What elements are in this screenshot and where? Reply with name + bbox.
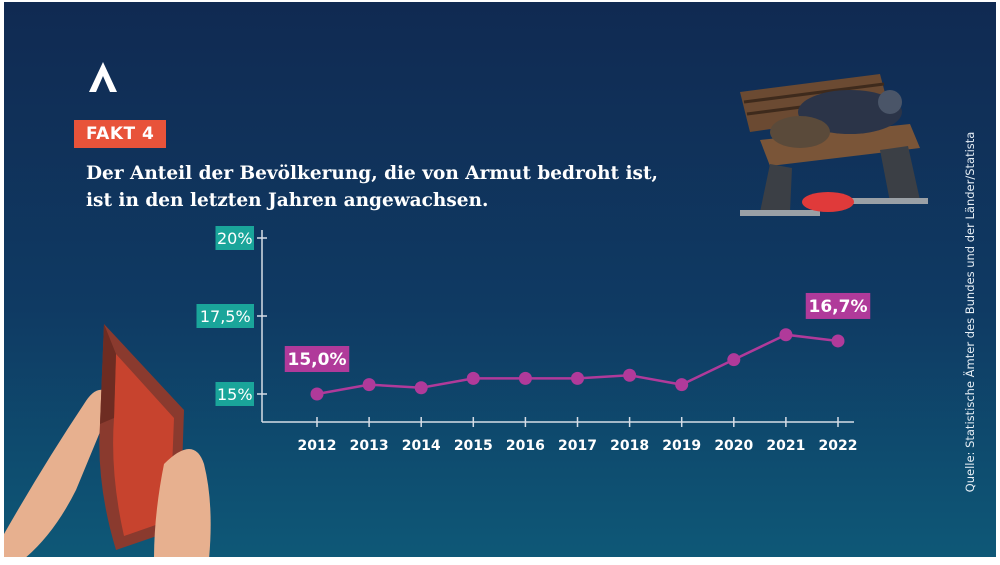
infographic-panel: FAKT 4 Der Anteil der Bevölkerung, die v… (4, 2, 996, 557)
data-point (571, 371, 584, 385)
x-tick-label: 2021 (766, 438, 805, 454)
data-point (362, 378, 376, 392)
data-label: 16,7% (809, 297, 868, 317)
y-tick-label-box (215, 226, 254, 250)
x-tick-label: 2015 (454, 438, 493, 454)
data-label-box (284, 346, 350, 372)
data-point (623, 368, 637, 382)
x-tick-label: 2013 (350, 438, 389, 454)
x-tick-label: 2012 (298, 438, 337, 454)
homeless-bench-illustration (740, 74, 928, 216)
fact-badge: FAKT 4 (74, 120, 167, 148)
y-tick-label: 20% (217, 229, 253, 248)
empty-wallet-illustration (4, 324, 211, 557)
data-point (831, 334, 845, 348)
x-tick-label: 2019 (662, 438, 701, 454)
x-tick-label: 2020 (714, 438, 753, 454)
y-tick-label: 15% (217, 385, 253, 404)
source-note: Quelle: Statistische Ämter des Bundes un… (963, 131, 977, 493)
x-tick-label: 2017 (558, 438, 597, 454)
data-point (518, 371, 532, 385)
poverty-line-chart: 20% 17,5% 15% 2012 2013 2014 2015 2016 2017 2018 2… (196, 226, 871, 454)
data-point (675, 378, 689, 392)
data-label-box (805, 292, 871, 319)
data-point (727, 353, 741, 367)
x-tick-label: 2016 (506, 438, 545, 454)
data-point (779, 328, 793, 342)
headline: Der Anteil der Bevölkerung, die von Armu… (86, 160, 706, 214)
data-label: 15,0% (288, 350, 347, 370)
y-tick-label-box (215, 382, 254, 406)
x-tick-label: 2014 (402, 438, 441, 454)
x-tick-label: 2018 (610, 438, 649, 454)
series-line (316, 333, 839, 396)
headline-line-1: Der Anteil der Bevölkerung, die von Armu… (86, 163, 658, 184)
y-tick-label-box (196, 304, 254, 328)
data-point (466, 371, 480, 385)
y-tick-label: 17,5% (200, 307, 251, 326)
data-point (310, 387, 324, 401)
x-tick-label: 2022 (819, 438, 858, 454)
data-point (414, 381, 428, 395)
brand-logo-icon (89, 62, 117, 92)
headline-line-2: ist in den letzten Jahren angewachsen. (86, 190, 489, 211)
